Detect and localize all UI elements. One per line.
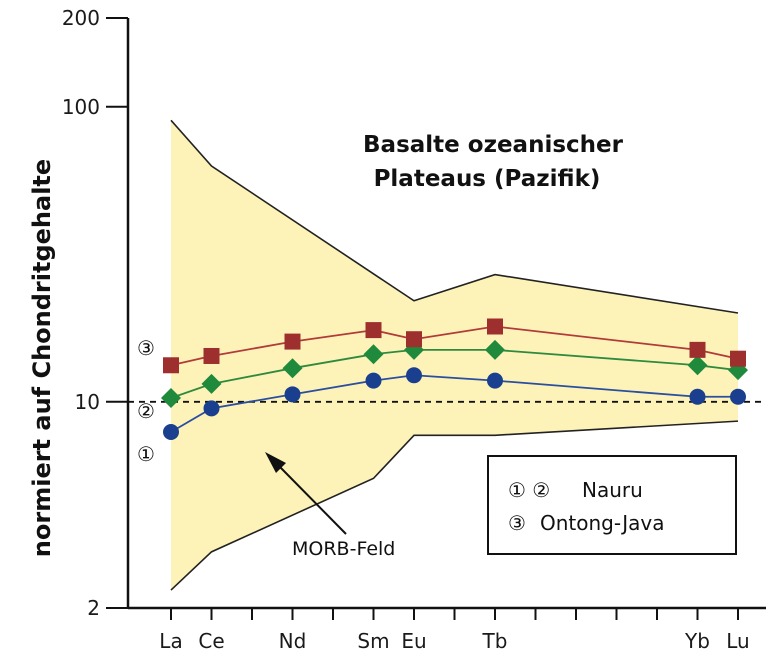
- legend-symbols-nauru: ① ②: [508, 478, 550, 502]
- series-3-line: [170, 374, 738, 433]
- morb-field-lower-boundary: [170, 420, 739, 591]
- x-tick-label-Yb: Yb: [684, 629, 710, 653]
- series-3-point-La: [163, 424, 179, 441]
- y-tick-label-200: 200: [62, 6, 100, 30]
- series-3-marker-label: ③: [137, 336, 155, 360]
- y-tick-label-100: 100: [62, 95, 100, 119]
- y-tick-label-10: 10: [75, 390, 100, 414]
- series-1-point-Ce: [203, 347, 220, 364]
- series-3-point-Yb: [689, 388, 706, 405]
- morb-field-area: [171, 120, 738, 591]
- series-2-point-Yb: [687, 355, 708, 376]
- series-1-point-Lu: [730, 350, 746, 367]
- legend-label-nauru: Nauru: [582, 478, 643, 502]
- x-tick-label-Eu: Eu: [401, 629, 426, 653]
- series-1-point-Yb: [689, 341, 706, 358]
- series-2-point-Ce: [201, 373, 222, 394]
- legend: ① ② Nauru ③ Ontong-Java: [487, 455, 737, 555]
- morb-field-upper-boundary: [170, 119, 739, 314]
- x-tick-label-Sm: Sm: [357, 629, 389, 653]
- series-3-point-Ce: [203, 400, 220, 417]
- series-2-line: [170, 348, 739, 399]
- morb-field-label: MORB-Feld: [292, 538, 395, 560]
- series-3-point-Eu: [406, 367, 422, 384]
- series-3-point-Tb: [487, 372, 503, 389]
- series-1-marker-label: ①: [137, 442, 155, 466]
- x-tick-label-Nd: Nd: [279, 629, 307, 653]
- series-3-point-Sm: [365, 372, 382, 389]
- series-1-point-Tb: [487, 318, 503, 335]
- series-1-point-Eu: [406, 331, 422, 348]
- series-layer: [161, 318, 748, 441]
- series-3-point-Nd: [284, 386, 301, 403]
- morb-field-arrowhead: [265, 452, 286, 473]
- x-tick-label-La: La: [159, 629, 182, 653]
- series-1-point-Sm: [365, 322, 382, 339]
- y-axis-label-group: normiert auf Chondritgehalte: [28, 159, 56, 557]
- series-2-point-Sm: [363, 344, 384, 365]
- series-2-point-La: [161, 388, 181, 409]
- series-1-line: [170, 325, 739, 367]
- x-tick-label-Lu: Lu: [726, 629, 749, 653]
- series-2-point-Tb: [485, 339, 505, 360]
- x-tick-label-Ce: Ce: [198, 629, 224, 653]
- morb-field-layer: [170, 119, 739, 591]
- legend-label-ontong-java: Ontong-Java: [540, 511, 664, 535]
- series-1-point-La: [163, 357, 179, 374]
- legend-symbols-ontong-java: ③: [508, 511, 526, 535]
- y-axis-label: normiert auf Chondritgehalte: [28, 159, 56, 557]
- legend-box: [487, 455, 737, 555]
- morb-field-arrow: [278, 465, 347, 535]
- x-tick-label-Tb: Tb: [482, 629, 508, 653]
- axes-layer: 200 100 10 2 La Ce Nd Sm Eu Tb Yb Lu: [62, 6, 766, 653]
- chart-title-line-1: Basalte ozeanischer: [363, 132, 624, 158]
- series-2-marker-label: ②: [137, 399, 155, 423]
- series-2-point-Nd: [282, 358, 303, 379]
- series-3-point-Lu: [730, 388, 746, 405]
- y-tick-label-2: 2: [87, 596, 100, 620]
- series-1-point-Nd: [284, 333, 301, 350]
- chart-title-line-2: Plateaus (Pazifik): [374, 166, 601, 192]
